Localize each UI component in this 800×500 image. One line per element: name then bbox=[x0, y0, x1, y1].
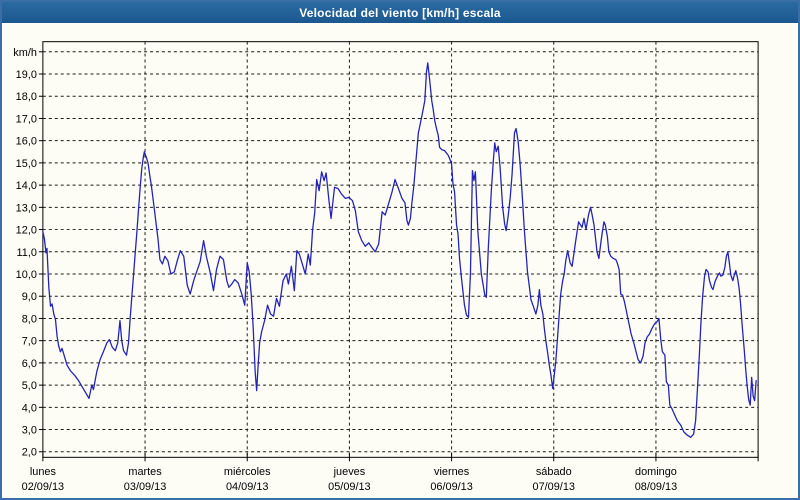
x-axis-day-date: 04/09/13 bbox=[226, 481, 268, 493]
title-bar: Velocidad del viento [km/h] escala bbox=[2, 2, 798, 23]
y-axis-label: 14,0 bbox=[16, 180, 37, 192]
y-axis-label: 18,0 bbox=[16, 91, 37, 103]
x-axis-day-date: 02/09/13 bbox=[22, 481, 64, 493]
y-axis-label: 13,0 bbox=[16, 202, 37, 214]
x-axis-day-name: domingo bbox=[635, 466, 677, 478]
x-axis-day-name: sábado bbox=[536, 466, 572, 478]
y-axis-label: 10,0 bbox=[16, 269, 37, 281]
y-axis-unit-label: km/h bbox=[13, 47, 37, 59]
y-axis-label: 15,0 bbox=[16, 158, 37, 170]
y-axis-label: 12,0 bbox=[16, 225, 37, 237]
x-axis-day-name: lunes bbox=[30, 466, 57, 478]
y-axis-label: 2,0 bbox=[22, 447, 37, 459]
plot-border bbox=[42, 41, 759, 458]
y-axis-label: 16,0 bbox=[16, 136, 37, 148]
wind-speed-line bbox=[42, 62, 757, 438]
x-axis-day-name: jueves bbox=[333, 466, 366, 478]
x-axis-day-date: 07/09/13 bbox=[533, 481, 575, 493]
y-axis-label: 6,0 bbox=[22, 358, 37, 370]
x-axis-day-date: 06/09/13 bbox=[430, 481, 472, 493]
y-axis-label: 7,0 bbox=[22, 336, 37, 348]
x-axis-day-name: viernes bbox=[434, 466, 470, 478]
y-axis-label: 9,0 bbox=[22, 291, 37, 303]
y-axis-label: 3,0 bbox=[22, 425, 37, 437]
x-axis-day-date: 08/09/13 bbox=[635, 481, 677, 493]
page-title: Velocidad del viento [km/h] escala bbox=[299, 5, 501, 20]
x-axis-day-name: miércoles bbox=[224, 466, 271, 478]
y-axis-label: 11,0 bbox=[17, 247, 37, 259]
y-axis-label: 4,0 bbox=[22, 402, 37, 414]
y-axis-label: 17,0 bbox=[16, 113, 37, 125]
x-axis-day-date: 03/09/13 bbox=[124, 481, 166, 493]
y-axis-label: 8,0 bbox=[22, 313, 37, 325]
x-axis-day-name: martes bbox=[128, 466, 162, 478]
y-axis-label: 5,0 bbox=[22, 380, 37, 392]
x-axis-day-date: 05/09/13 bbox=[328, 481, 370, 493]
y-axis-label: 19,0 bbox=[16, 69, 37, 81]
